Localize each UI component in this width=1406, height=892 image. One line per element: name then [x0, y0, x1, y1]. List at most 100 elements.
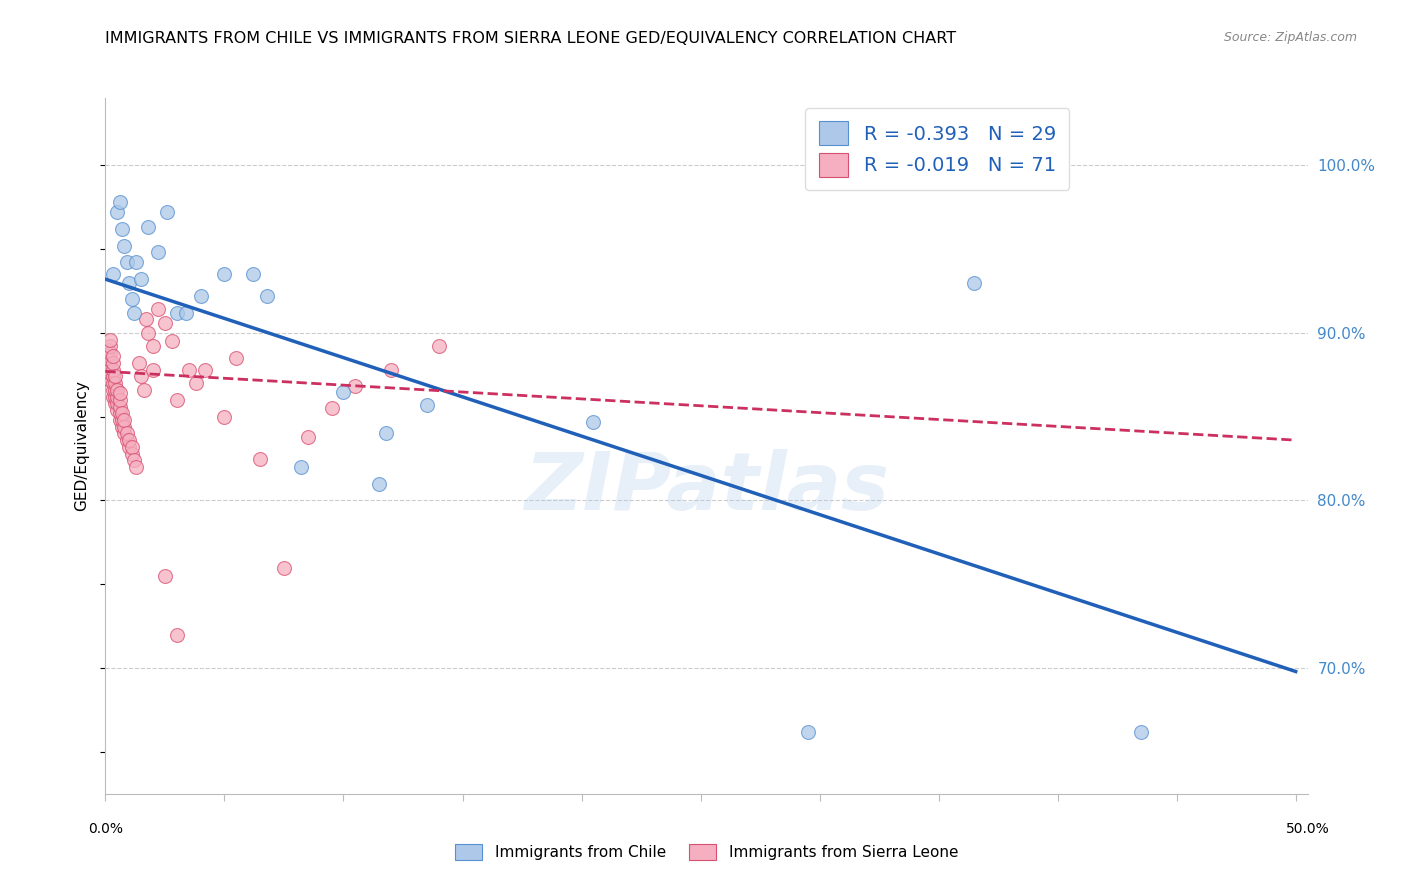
Point [98, 366, 121, 380]
Point [1129, 724, 1152, 739]
Point [98, 339, 121, 353]
Point [176, 306, 198, 320]
Point [101, 356, 124, 370]
Point [101, 376, 124, 391]
Point [105, 205, 128, 219]
Point [101, 349, 124, 363]
Point [101, 267, 124, 281]
Point [297, 430, 319, 444]
Point [796, 724, 818, 739]
Point [129, 272, 152, 286]
Point [101, 383, 124, 397]
Point [108, 406, 131, 420]
Point [98, 352, 121, 367]
Point [98, 373, 121, 387]
Point [98, 359, 121, 374]
Point [115, 255, 138, 269]
Point [135, 312, 157, 326]
Point [136, 220, 159, 235]
Point [166, 627, 188, 641]
Point [380, 362, 402, 376]
Point [115, 426, 138, 441]
Point [321, 401, 343, 416]
Point [111, 413, 134, 427]
Point [177, 362, 200, 376]
Point [105, 403, 128, 417]
Point [963, 276, 986, 290]
Point [118, 433, 141, 447]
Point [104, 369, 127, 384]
Point [98, 346, 121, 360]
Point [121, 440, 143, 454]
Y-axis label: GED/Equivalency: GED/Equivalency [75, 381, 90, 511]
Point [97, 349, 120, 363]
Point [249, 451, 271, 466]
Point [225, 351, 247, 365]
Point [582, 415, 605, 429]
Point [153, 316, 176, 330]
Point [416, 398, 439, 412]
Point [104, 376, 127, 391]
Point [128, 356, 150, 370]
Point [108, 400, 131, 414]
Point [121, 293, 143, 307]
Point [146, 302, 169, 317]
Point [108, 392, 131, 407]
Point [104, 383, 127, 397]
Point [153, 569, 176, 583]
Point [122, 453, 145, 467]
Point [273, 560, 295, 574]
Point [242, 267, 264, 281]
Point [121, 446, 143, 460]
Point [104, 390, 127, 404]
Point [118, 440, 141, 454]
Point [111, 406, 134, 420]
Point [101, 369, 124, 384]
Point [97, 356, 120, 370]
Point [101, 362, 124, 376]
Point [290, 459, 312, 474]
Text: IMMIGRANTS FROM CHILE VS IMMIGRANTS FROM SIERRA LEONE GED/EQUIVALENCY CORRELATIO: IMMIGRANTS FROM CHILE VS IMMIGRANTS FROM… [105, 31, 956, 46]
Point [166, 306, 188, 320]
Point [332, 384, 354, 399]
Point [125, 459, 148, 474]
Point [105, 390, 128, 404]
Point [160, 334, 183, 349]
Point [156, 205, 179, 219]
Legend: Immigrants from Chile, Immigrants from Sierra Leone: Immigrants from Chile, Immigrants from S… [449, 838, 965, 866]
Point [132, 383, 155, 397]
Point [101, 390, 124, 404]
Text: ZIPatlas: ZIPatlas [524, 449, 889, 527]
Point [108, 413, 131, 427]
Point [108, 195, 131, 210]
Point [214, 267, 236, 281]
Point [142, 362, 165, 376]
Text: 50.0%: 50.0% [1285, 822, 1330, 836]
Point [146, 245, 169, 260]
Point [114, 238, 136, 252]
Point [142, 339, 165, 353]
Point [427, 339, 450, 353]
Point [115, 433, 138, 447]
Point [118, 276, 141, 290]
Point [190, 289, 212, 303]
Point [122, 306, 145, 320]
Point [136, 326, 159, 340]
Point [108, 386, 131, 401]
Text: Source: ZipAtlas.com: Source: ZipAtlas.com [1223, 31, 1357, 45]
Point [344, 379, 367, 393]
Point [105, 383, 128, 397]
Point [114, 426, 136, 441]
Point [184, 376, 207, 391]
Point [114, 419, 136, 434]
Point [111, 419, 134, 434]
Point [129, 369, 152, 384]
Point [256, 289, 278, 303]
Point [114, 413, 136, 427]
Point [194, 362, 217, 376]
Point [368, 476, 391, 491]
Point [98, 333, 121, 347]
Point [125, 255, 148, 269]
Point [166, 392, 188, 407]
Point [375, 426, 398, 441]
